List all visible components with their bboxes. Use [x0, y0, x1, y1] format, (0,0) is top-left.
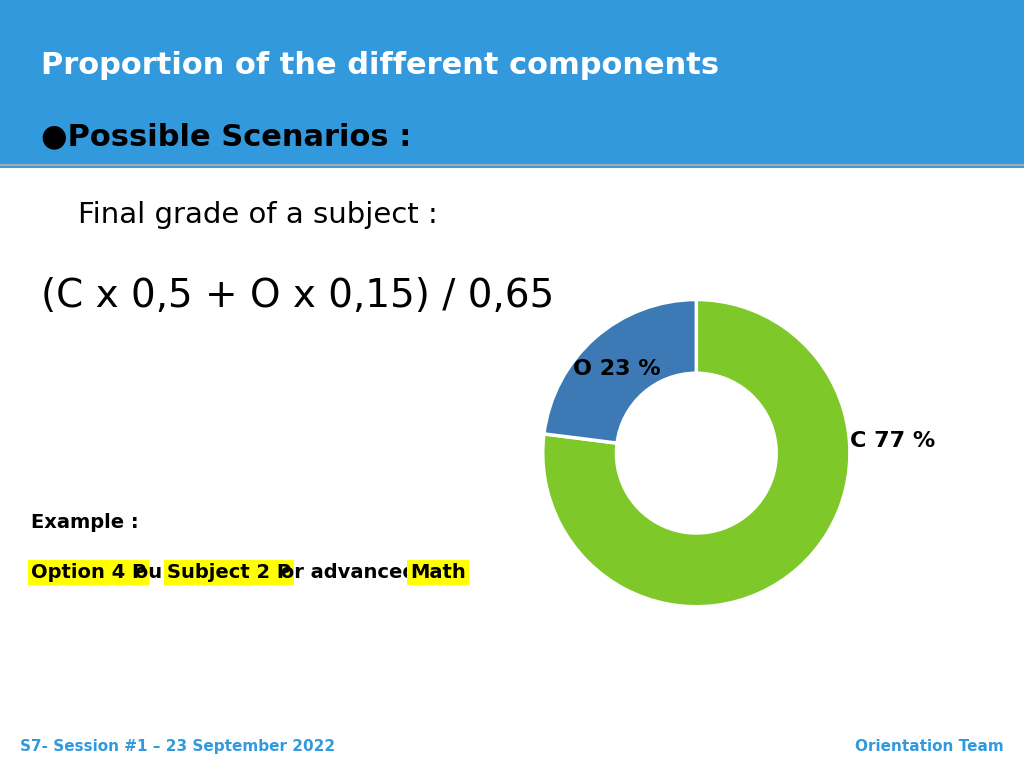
Text: C 77 %: C 77 % — [850, 431, 936, 451]
Wedge shape — [544, 300, 696, 443]
Text: Final grade of a subject :: Final grade of a subject : — [41, 201, 437, 229]
Text: Orientation Team: Orientation Team — [855, 739, 1004, 754]
Text: (C x 0,5 + O x 0,15) / 0,65: (C x 0,5 + O x 0,15) / 0,65 — [41, 276, 554, 315]
Text: Proportion of the different components: Proportion of the different components — [41, 51, 719, 80]
Text: or advanced: or advanced — [274, 563, 430, 581]
Text: ou: ou — [128, 563, 169, 581]
FancyBboxPatch shape — [0, 108, 1024, 165]
Text: ●Possible Scenarios :: ●Possible Scenarios : — [41, 122, 412, 151]
Text: Subject 2 P: Subject 2 P — [167, 563, 291, 581]
Wedge shape — [543, 300, 850, 607]
FancyBboxPatch shape — [0, 0, 1024, 169]
Text: Example :: Example : — [31, 513, 138, 531]
Text: S7- Session #1 – 23 September 2022: S7- Session #1 – 23 September 2022 — [20, 739, 336, 754]
Text: Option 4 P: Option 4 P — [31, 563, 145, 581]
Text: Math: Math — [410, 563, 466, 581]
Text: O 23 %: O 23 % — [572, 359, 660, 379]
